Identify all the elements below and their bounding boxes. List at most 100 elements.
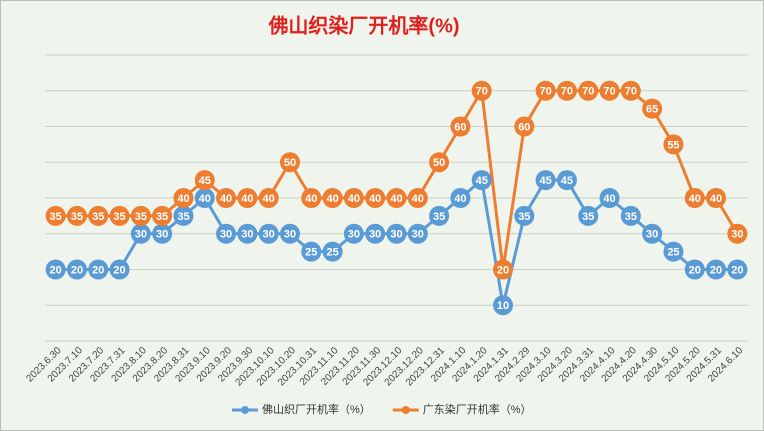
data-label: 50 [284, 157, 296, 169]
data-point [386, 188, 407, 208]
data-label: 30 [390, 229, 402, 241]
data-label: 35 [113, 211, 125, 223]
data-point [365, 188, 386, 208]
data-label: 30 [412, 229, 424, 241]
data-point [471, 80, 492, 101]
data-point [578, 205, 599, 226]
data-label: 40 [263, 193, 275, 205]
data-point [684, 188, 705, 208]
data-point [66, 259, 87, 280]
data-point [66, 205, 87, 226]
data-label: 45 [561, 175, 573, 187]
data-point [45, 259, 66, 280]
data-point [556, 170, 577, 191]
data-point [216, 188, 237, 208]
data-label: 70 [561, 86, 573, 98]
data-label: 70 [625, 86, 637, 98]
data-label: 40 [603, 193, 615, 205]
data-label: 20 [113, 264, 125, 276]
data-point [471, 170, 492, 191]
chart-title: 佛山织染厂开机率(%) [267, 13, 459, 37]
data-label: 40 [305, 193, 317, 205]
data-point [727, 223, 748, 244]
data-point [130, 205, 151, 226]
data-point [343, 188, 364, 208]
data-point [88, 259, 109, 280]
data-label: 30 [263, 229, 275, 241]
data-point [365, 223, 386, 244]
data-label: 65 [646, 104, 658, 116]
data-point [429, 152, 450, 173]
data-point [727, 259, 748, 280]
data-point [450, 188, 471, 208]
data-point [343, 223, 364, 244]
data-label: 60 [454, 121, 466, 133]
data-label: 30 [348, 229, 360, 241]
data-label: 40 [220, 193, 232, 205]
data-label: 70 [603, 86, 615, 98]
data-point [642, 223, 663, 244]
data-label: 25 [667, 247, 679, 259]
data-label: 35 [92, 211, 104, 223]
data-label: 40 [689, 193, 701, 205]
data-label: 35 [135, 211, 147, 223]
data-point [152, 223, 173, 244]
data-label: 45 [476, 175, 488, 187]
data-point [493, 295, 514, 316]
data-point [620, 205, 641, 226]
data-label: 35 [433, 211, 445, 223]
data-label: 70 [539, 86, 551, 98]
data-point [535, 170, 556, 191]
data-label: 35 [71, 211, 83, 223]
data-point [88, 205, 109, 226]
data-label: 10 [497, 300, 509, 312]
data-label: 40 [369, 193, 381, 205]
data-point [109, 259, 130, 280]
data-label: 20 [710, 264, 722, 276]
data-point [407, 188, 428, 208]
data-label: 25 [305, 247, 317, 259]
data-point [386, 223, 407, 244]
data-label: 40 [326, 193, 338, 205]
data-point [45, 205, 66, 226]
data-label: 20 [731, 264, 743, 276]
data-point [237, 223, 258, 244]
data-point [194, 188, 215, 208]
data-point [194, 170, 215, 191]
legend-label: 佛山织厂开机率（%） [262, 402, 371, 416]
data-point [663, 241, 684, 262]
data-point [642, 98, 663, 119]
data-point [599, 188, 620, 208]
data-point [152, 205, 173, 226]
data-label: 70 [476, 86, 488, 98]
data-label: 35 [177, 211, 189, 223]
data-point [173, 188, 194, 208]
data-label: 30 [156, 229, 168, 241]
data-point [578, 80, 599, 101]
data-point [322, 188, 343, 208]
data-point [279, 152, 300, 173]
data-point [237, 188, 258, 208]
data-point [620, 80, 641, 101]
data-label: 70 [582, 86, 594, 98]
data-label: 35 [518, 211, 530, 223]
data-point [173, 205, 194, 226]
data-label: 40 [710, 193, 722, 205]
data-point [493, 259, 514, 280]
data-label: 45 [539, 175, 551, 187]
data-label: 40 [454, 193, 466, 205]
data-label: 40 [199, 193, 211, 205]
data-label: 30 [731, 229, 743, 241]
data-label: 55 [667, 139, 679, 151]
data-point [258, 188, 279, 208]
data-label: 30 [646, 229, 658, 241]
data-point [301, 241, 322, 262]
data-label: 35 [50, 211, 62, 223]
data-label: 35 [156, 211, 168, 223]
data-label: 30 [220, 229, 232, 241]
data-label: 20 [92, 264, 104, 276]
data-label: 60 [518, 121, 530, 133]
data-point [535, 80, 556, 101]
data-label: 50 [433, 157, 445, 169]
